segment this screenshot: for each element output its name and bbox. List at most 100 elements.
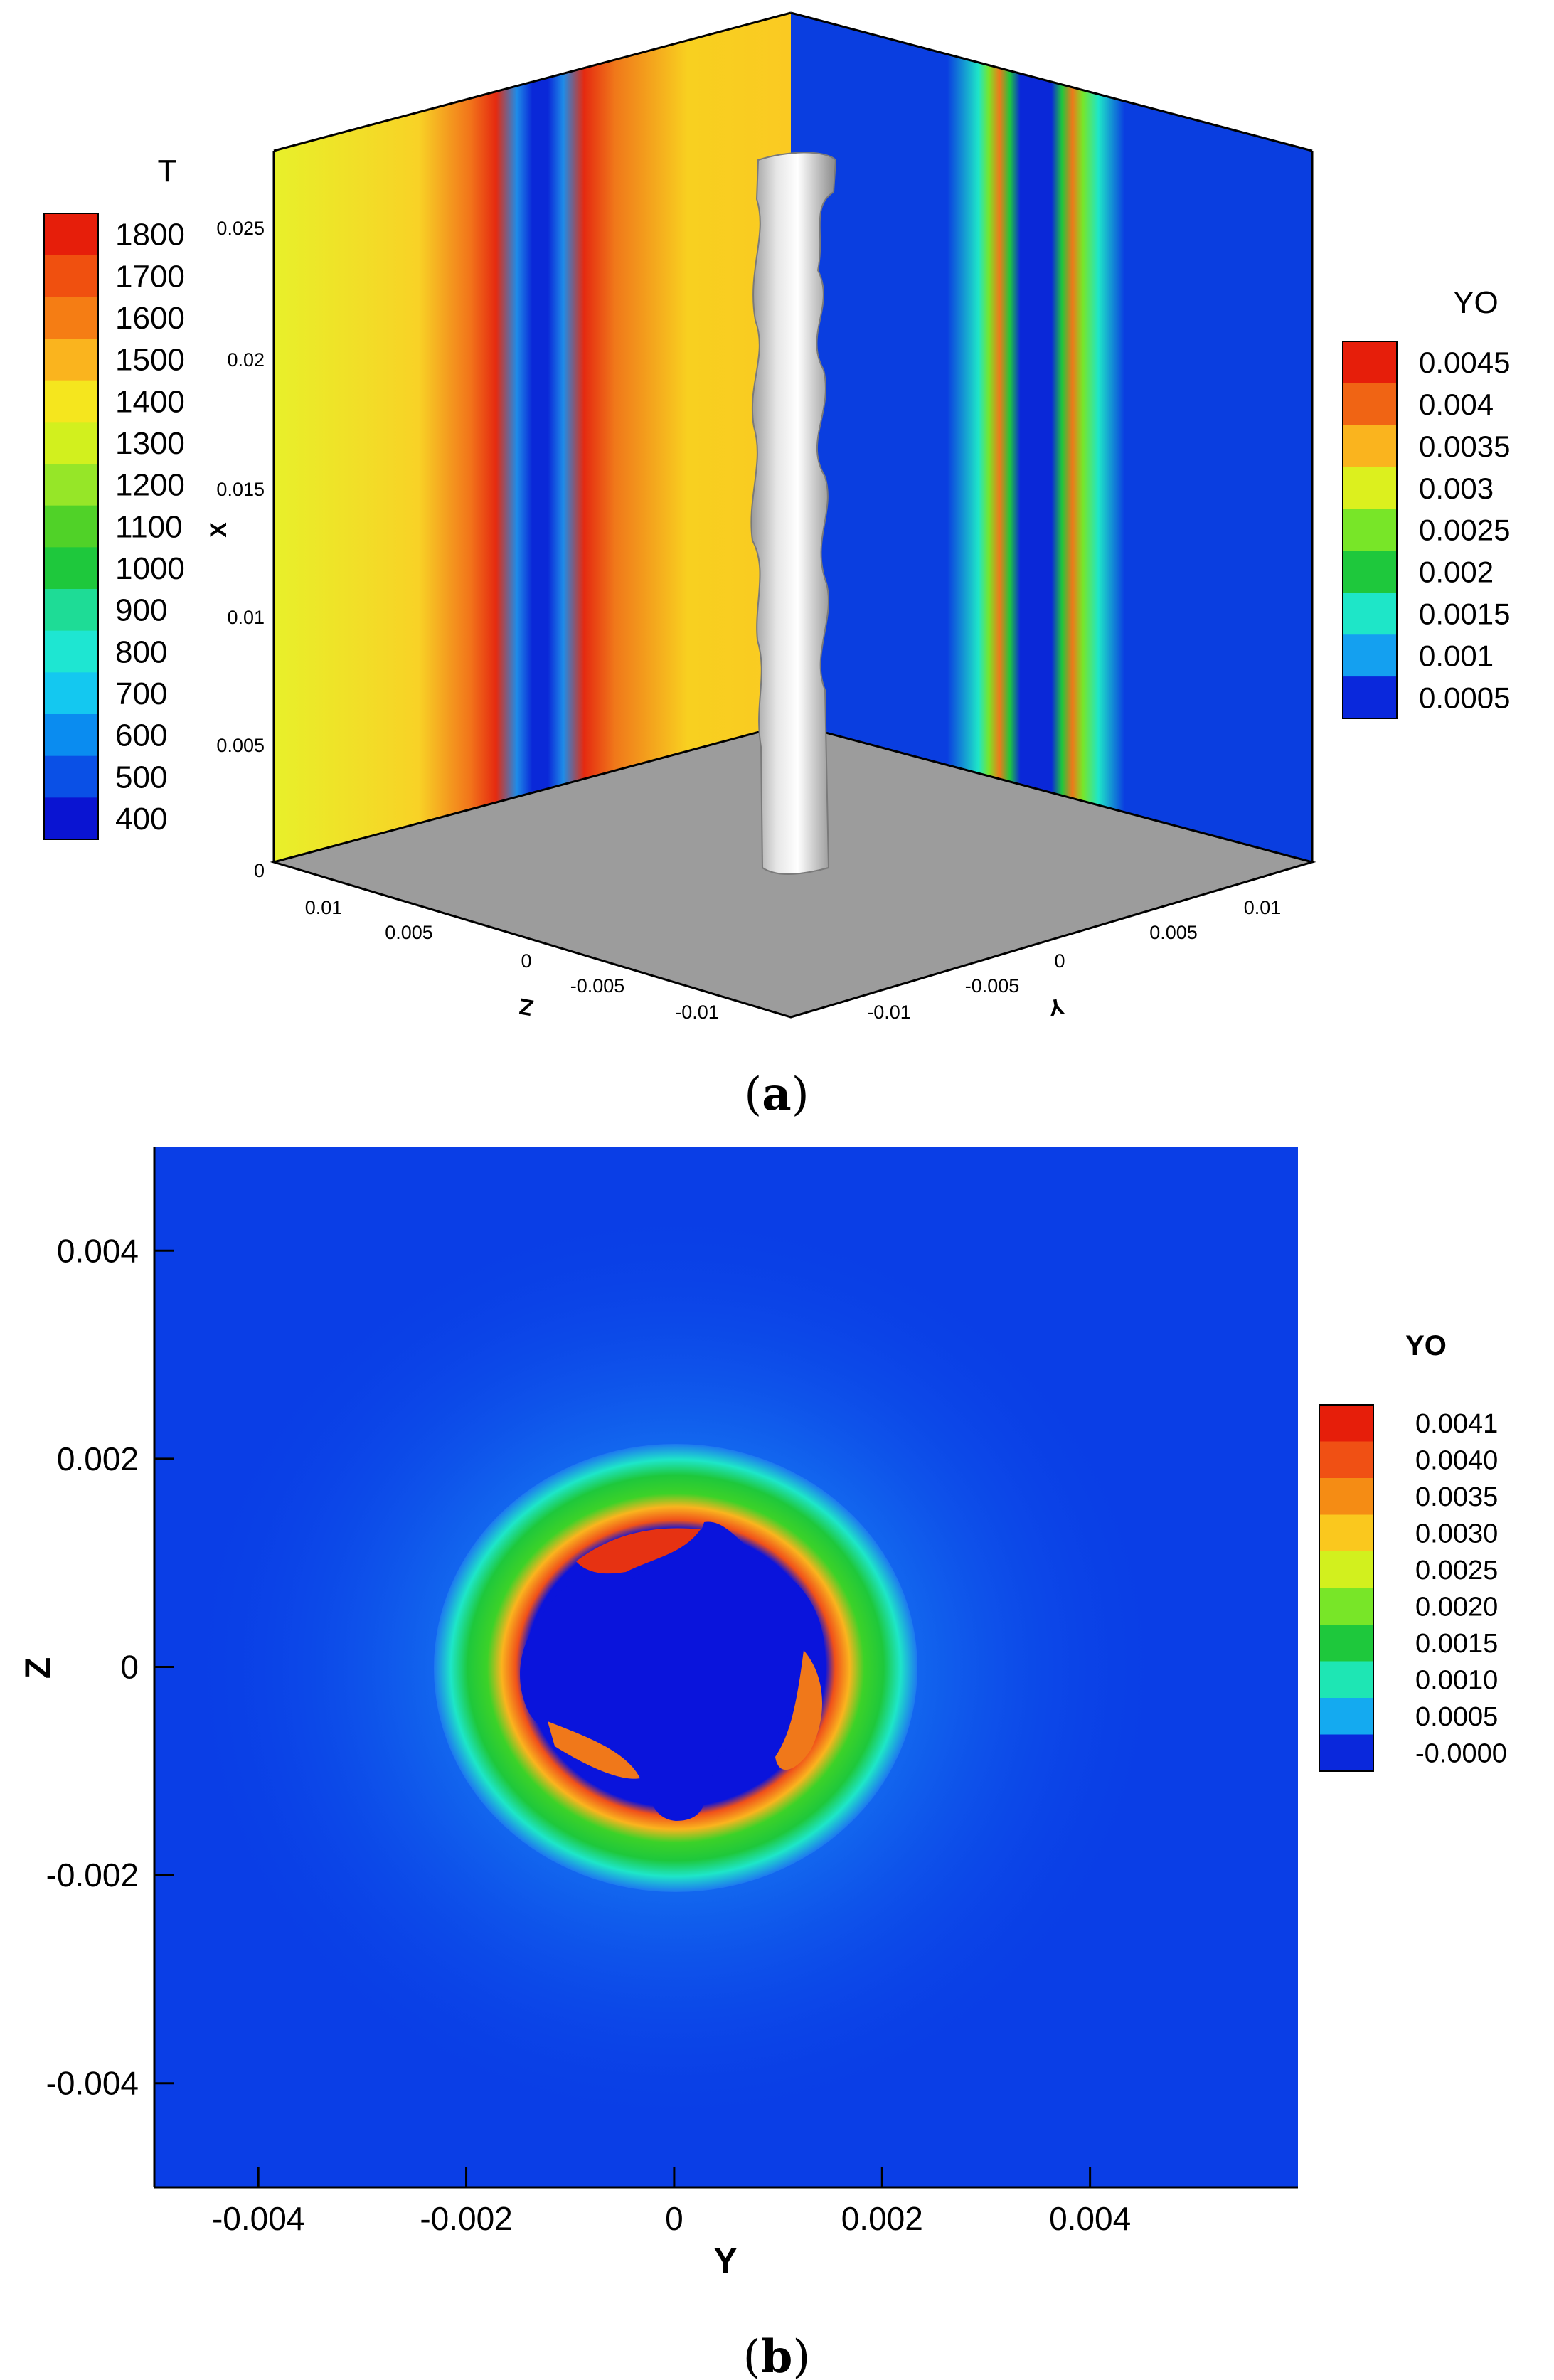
colorbar-T-label: 1500	[115, 343, 185, 378]
colorbar-T-label: 1200	[115, 468, 185, 503]
y-tick-label: -0.005	[965, 975, 1020, 997]
colorbar-T-label: 1100	[115, 509, 183, 544]
right-wall-top-edge	[790, 11, 1313, 152]
plot-b-z-ticks: 0.004 0.002 0 -0.002 -0.004	[46, 1232, 174, 2102]
colorbar-YO-b-swatch	[1319, 1661, 1373, 1699]
x-tick-label: 0.025	[216, 218, 265, 239]
colorbar-YO-b-label: 0.0005	[1415, 1702, 1498, 1732]
z-tick-label: -0.005	[570, 975, 625, 997]
colorbar-T-swatch	[44, 755, 98, 798]
x-tick-label: 0.02	[227, 349, 265, 371]
colorbar-T-label: 1600	[115, 301, 185, 336]
plot-b-z-tick-label: 0.004	[57, 1232, 139, 1269]
plot-b-y-ticks: -0.004 -0.002 0 0.002 0.004	[212, 2167, 1131, 2237]
caption-a-open: (	[744, 1068, 762, 1121]
colorbar-YO-b-frame	[1319, 1404, 1374, 1772]
plot-b-y-axis-label: Z	[18, 1657, 58, 1679]
colorbar-T-swatch	[44, 630, 98, 673]
colorbar-YO-b-label: 0.0020	[1415, 1593, 1498, 1622]
colorbar-T-swatch	[44, 797, 98, 840]
plot-b-x-axis-label: Y	[713, 2241, 737, 2280]
caption-b-close: )	[792, 2331, 810, 2380]
colorbar-YO-a-swatch	[1343, 383, 1397, 426]
x-tick-label: 0	[254, 860, 265, 881]
colorbar-T-label: 700	[115, 676, 167, 711]
plot-b-y-tick-label: 0.002	[841, 2200, 923, 2237]
yo-peak-right	[775, 1650, 823, 1770]
plot-b-y-tick-label: -0.002	[420, 2200, 512, 2237]
colorbar-T-label: 500	[115, 760, 167, 795]
colorbar-T: T 1800 1700 1600 1500 1400 1300 1200 1100 1000 90…	[43, 154, 185, 840]
caption-b: (b)	[743, 2330, 811, 2380]
plot-b-z-tick-label: 0	[120, 1649, 139, 1686]
colorbar-YO-a-title: YO	[1453, 285, 1499, 320]
colorbar-YO-b-swatch	[1319, 1441, 1373, 1479]
colorbar-YO-b-label: 0.0010	[1415, 1666, 1498, 1696]
colorbar-T-swatch	[44, 255, 98, 297]
colorbar-T-label: 600	[115, 718, 167, 753]
colorbar-T-label: 400	[115, 802, 167, 836]
y-axis-ticks: -0.01 -0.005 0 0.005 0.01 Y	[867, 897, 1281, 1023]
z-tick-label: -0.01	[675, 1002, 719, 1023]
x-tick-label: 0.005	[216, 735, 265, 756]
x-axis-ticks: 0.025 0.02 0.015 0.01 0.005 0 X	[206, 218, 265, 881]
caption-a-close: )	[792, 1068, 809, 1121]
colorbar-T-title: T	[158, 154, 177, 188]
y-tick-label: -0.01	[867, 1002, 911, 1023]
colorbar-T-label: 800	[115, 634, 167, 669]
colorbar-YO-b-swatch	[1319, 1551, 1373, 1588]
colorbar-T-label: 1800	[115, 218, 185, 253]
colorbar-YO-b-swatch	[1319, 1514, 1373, 1552]
x-tick-label: 0.015	[216, 479, 265, 500]
colorbar-YO-b-swatch	[1319, 1698, 1373, 1735]
colorbar-T-label: 900	[115, 593, 167, 628]
plot-b-z-tick-label: -0.004	[46, 2065, 139, 2102]
colorbar-YO-a-swatch	[1343, 341, 1397, 384]
colorbar-YO-b-swatch	[1319, 1588, 1373, 1625]
caption-a-letter: a	[762, 1068, 791, 1121]
z-axis-label: Z	[517, 994, 536, 1021]
left-wall-top-edge	[273, 11, 792, 152]
colorbar-T-swatch	[44, 422, 98, 464]
colorbar-YO-a-swatch	[1343, 425, 1397, 468]
colorbar-T-swatch	[44, 339, 98, 381]
colorbar-YO-a-label: 0.0015	[1419, 597, 1510, 630]
z-tick-label: 0.01	[305, 897, 343, 918]
yo-core-region	[520, 1521, 825, 1821]
z-axis-ticks: 0.01 0.005 0 -0.005 -0.01 Z	[305, 897, 719, 1023]
x-tick-label: 0.01	[227, 607, 265, 628]
colorbar-YO-b-swatch	[1319, 1478, 1373, 1515]
caption-b-letter: b	[761, 2330, 793, 2380]
caption-a: (a)	[744, 1068, 809, 1121]
z-tick-label: 0.005	[385, 922, 433, 943]
colorbar-YO-b-label: -0.0000	[1415, 1739, 1507, 1769]
y-tick-label: 0.005	[1149, 922, 1198, 943]
colorbar-YO-b-label: 0.0040	[1415, 1446, 1498, 1476]
colorbar-YO-a-label: 0.001	[1419, 639, 1494, 672]
colorbar-YO-a-label: 0.0035	[1419, 430, 1510, 463]
colorbar-T-swatch	[44, 672, 98, 715]
colorbar-T-swatch	[44, 380, 98, 423]
colorbar-YO-a-label: 0.002	[1419, 556, 1494, 589]
colorbar-T-swatch	[44, 714, 98, 757]
yo-peak-bottom	[548, 1721, 640, 1779]
colorbar-YO-b-title: YO	[1405, 1330, 1447, 1361]
plot-b-y-tick-label: 0	[665, 2200, 683, 2237]
colorbar-YO-a-swatch	[1343, 467, 1397, 510]
colorbar-YO-b-label: 0.0035	[1415, 1482, 1498, 1512]
colorbar-YO-a-swatch	[1343, 676, 1397, 719]
colorbar-T-swatch	[44, 464, 98, 506]
z-tick-label: 0	[521, 950, 531, 972]
colorbar-T-label: 1700	[115, 259, 185, 294]
colorbar-YO-b-label: 0.0041	[1415, 1409, 1498, 1439]
plot-b-y-tick-label: 0.004	[1049, 2200, 1131, 2237]
colorbar-T-label: 1300	[115, 426, 185, 461]
colorbar-YO-a-swatch	[1343, 551, 1397, 593]
colorbar-YO-a-swatch	[1343, 509, 1397, 551]
y-tick-label: 0	[1054, 950, 1065, 972]
y-axis-label: Y	[1047, 993, 1066, 1021]
isosurface-column	[750, 152, 837, 875]
colorbar-YO-b-swatch	[1319, 1734, 1373, 1772]
colorbar-YO-a-label: 0.0045	[1419, 346, 1510, 379]
